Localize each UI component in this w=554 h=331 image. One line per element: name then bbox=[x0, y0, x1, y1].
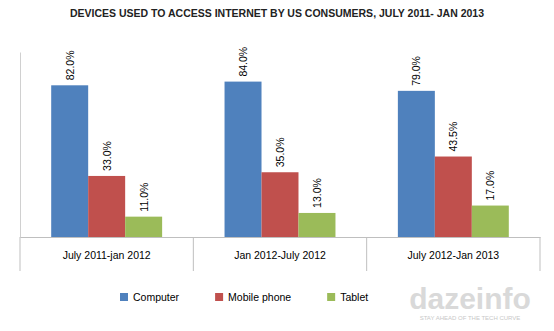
chart: DEVICES USED TO ACCESS INTERNET BY US CO… bbox=[0, 0, 554, 331]
x-tick: July 2012-Jan 2013 bbox=[408, 237, 500, 261]
legend-item: Mobile phone bbox=[215, 291, 291, 303]
bar bbox=[225, 82, 262, 237]
category-dividers bbox=[20, 237, 540, 271]
x-tick: July 2011-jan 2012 bbox=[63, 237, 151, 261]
data-label: 13.0% bbox=[311, 178, 323, 208]
y-axis-line bbox=[20, 53, 21, 238]
data-label: 79.0% bbox=[410, 56, 422, 86]
data-label: 17.0% bbox=[484, 171, 496, 201]
legend-swatch bbox=[327, 293, 335, 301]
x-tick-label: July 2012-Jan 2013 bbox=[408, 249, 500, 261]
legend: Computer Mobile phone Tablet bbox=[120, 291, 368, 303]
data-label: 84.0% bbox=[237, 47, 249, 77]
title: DEVICES USED TO ACCESS INTERNET BY US CO… bbox=[70, 7, 484, 19]
x-axis-line bbox=[21, 237, 541, 238]
bar-series bbox=[51, 82, 435, 237]
bar-series bbox=[88, 157, 472, 237]
bar bbox=[262, 172, 299, 237]
legend-label: Tablet bbox=[340, 291, 368, 303]
bar-series bbox=[125, 206, 509, 237]
legend-swatch bbox=[215, 293, 223, 301]
legend-item: Tablet bbox=[327, 291, 368, 303]
data-label: 11.0% bbox=[138, 183, 150, 212]
legend-label: Computer bbox=[133, 291, 180, 303]
bar bbox=[435, 157, 472, 237]
data-label: 43.5% bbox=[447, 122, 459, 152]
plot-area bbox=[51, 82, 509, 237]
category-divider bbox=[366, 237, 367, 271]
bar bbox=[398, 91, 435, 237]
annotation: dazeinfo bbox=[409, 282, 531, 315]
data-label: 82.0% bbox=[64, 51, 76, 81]
category-divider bbox=[540, 237, 541, 271]
legend-swatch bbox=[120, 293, 128, 301]
data-labels: 82.0% 84.0% 79.0% 33.0% 35.0% 43.5% 11.0% 13.0%… bbox=[64, 47, 497, 212]
x-tick-label: Jan 2012-July 2012 bbox=[234, 249, 326, 261]
bar bbox=[472, 206, 509, 237]
data-label: 35.0% bbox=[274, 137, 286, 167]
category-divider bbox=[20, 237, 21, 271]
legend-label: Mobile phone bbox=[228, 291, 291, 303]
data-label: 33.0% bbox=[101, 141, 113, 171]
bar bbox=[51, 85, 88, 237]
bar bbox=[125, 217, 162, 237]
annotation: STAY AHEAD OF THE TECH CURVE bbox=[420, 315, 521, 321]
x-tick: Jan 2012-July 2012 bbox=[234, 237, 326, 261]
bar bbox=[88, 176, 125, 237]
x-tick-label: July 2011-jan 2012 bbox=[63, 249, 151, 261]
legend-item: Computer bbox=[120, 291, 180, 303]
x-axis: July 2011-jan 2012 Jan 2012-July 2012 July… bbox=[21, 237, 541, 261]
y-axis bbox=[20, 53, 21, 238]
category-divider bbox=[193, 237, 194, 271]
bar bbox=[298, 213, 335, 237]
